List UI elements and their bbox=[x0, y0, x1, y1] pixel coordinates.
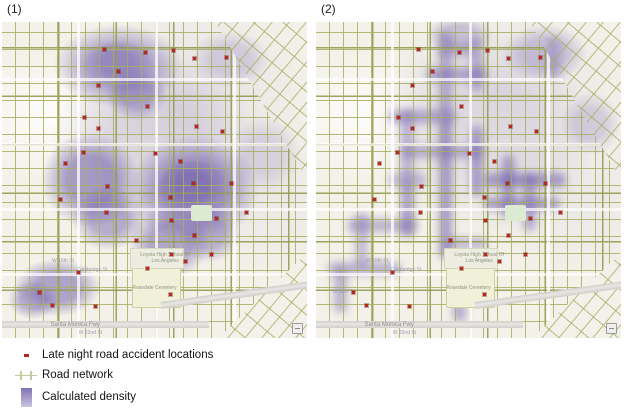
accident-point bbox=[390, 269, 396, 275]
accident-point bbox=[134, 238, 140, 244]
accident-point bbox=[169, 217, 175, 223]
accident-point bbox=[102, 46, 108, 52]
accident-point bbox=[448, 238, 454, 244]
accident-point bbox=[364, 302, 370, 308]
panel-1-label: (1) bbox=[7, 2, 22, 16]
accident-point bbox=[208, 252, 214, 258]
legend-label-density: Calculated density bbox=[42, 391, 136, 403]
accident-point bbox=[178, 159, 184, 165]
freeway-band bbox=[316, 320, 524, 328]
accident-point bbox=[144, 266, 150, 272]
accident-point bbox=[481, 291, 487, 297]
accident-point bbox=[429, 68, 435, 74]
accident-point bbox=[82, 114, 88, 120]
accident-point bbox=[542, 181, 548, 187]
accident-point bbox=[483, 252, 489, 258]
legend-item-road-network: Road network bbox=[10, 365, 213, 385]
accident-point bbox=[458, 103, 464, 109]
accident-point bbox=[497, 258, 502, 264]
park-area bbox=[505, 205, 527, 222]
accident-point bbox=[394, 149, 400, 155]
accident-point bbox=[103, 209, 109, 215]
accident-point bbox=[96, 83, 102, 89]
accident-point bbox=[213, 215, 219, 221]
freeway-band bbox=[2, 320, 210, 328]
accident-point bbox=[558, 209, 563, 215]
accident-point bbox=[371, 196, 377, 202]
accident-point bbox=[143, 50, 149, 56]
accident-point bbox=[228, 181, 234, 187]
legend-label-road-network: Road network bbox=[42, 369, 113, 381]
legend-label-accidents: Late night road accident locations bbox=[42, 349, 214, 361]
accident-point bbox=[484, 48, 490, 54]
accident-point bbox=[190, 181, 196, 187]
school-area bbox=[444, 247, 498, 269]
accident-point bbox=[80, 149, 86, 155]
accident-point bbox=[457, 50, 463, 56]
legend-item-accidents: Late night road accident locations bbox=[10, 345, 213, 365]
accident-point bbox=[144, 103, 150, 109]
accident-point bbox=[62, 160, 68, 166]
road-network-icon bbox=[15, 370, 37, 380]
accident-point bbox=[417, 209, 423, 215]
accident-point bbox=[527, 215, 533, 221]
accident-point bbox=[504, 181, 510, 187]
accident-point bbox=[244, 209, 249, 215]
accident-point bbox=[219, 129, 225, 135]
accident-point bbox=[376, 160, 382, 166]
accident-point bbox=[105, 184, 111, 190]
accident-point bbox=[507, 124, 513, 130]
accident-point bbox=[522, 252, 528, 258]
accident-point bbox=[492, 159, 498, 165]
panel-2-label: (2) bbox=[321, 2, 336, 16]
accident-point bbox=[410, 125, 416, 131]
accident-point bbox=[410, 83, 416, 89]
accident-point bbox=[170, 48, 176, 54]
accident-point bbox=[506, 56, 512, 62]
accident-point bbox=[115, 68, 121, 74]
accident-point bbox=[407, 304, 413, 310]
accident-point bbox=[50, 302, 56, 308]
density-gradient-icon bbox=[20, 387, 32, 407]
legend: Late night road accident locations Road … bbox=[10, 345, 213, 409]
map-panel-kernel-density[interactable]: Loyola High School Of Los Angeles Rosedal… bbox=[2, 22, 307, 338]
accident-point bbox=[533, 129, 539, 135]
accident-point bbox=[481, 195, 487, 201]
map-panel-network-density[interactable]: Loyola High School Of Los Angeles Rosedal… bbox=[316, 22, 621, 338]
accident-point bbox=[169, 252, 175, 258]
accident-point bbox=[396, 114, 402, 120]
accident-point bbox=[96, 125, 102, 131]
map-attribution-icon bbox=[606, 323, 617, 334]
school-area bbox=[130, 247, 184, 269]
accident-point bbox=[458, 266, 464, 272]
accident-point bbox=[483, 217, 489, 223]
accident-point bbox=[76, 269, 82, 275]
accident-point bbox=[36, 290, 42, 296]
legend-item-density: Calculated density bbox=[10, 385, 213, 409]
accidents-layer bbox=[316, 22, 621, 338]
accident-point bbox=[466, 151, 472, 157]
park-area bbox=[191, 205, 213, 222]
accident-point bbox=[506, 233, 512, 239]
accident-point bbox=[193, 124, 199, 130]
accident-point bbox=[167, 195, 173, 201]
accident-point bbox=[416, 46, 422, 52]
accident-point bbox=[350, 290, 356, 296]
map-attribution-icon bbox=[292, 323, 303, 334]
accident-point bbox=[167, 291, 173, 297]
accident-point bbox=[419, 184, 425, 190]
accidents-layer bbox=[2, 22, 307, 338]
accident-point bbox=[224, 54, 230, 60]
accident-point bbox=[192, 56, 198, 62]
accident-point bbox=[183, 258, 188, 264]
accident-point bbox=[93, 304, 99, 310]
accident-point-icon bbox=[23, 353, 29, 357]
accident-point bbox=[152, 151, 158, 157]
accident-point bbox=[192, 233, 198, 239]
accident-point bbox=[57, 196, 63, 202]
accident-point bbox=[538, 54, 544, 60]
